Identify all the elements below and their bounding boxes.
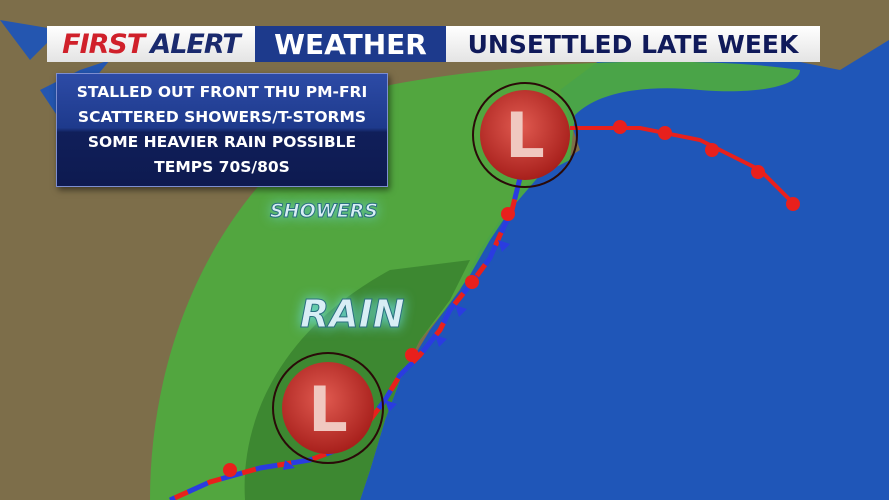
brand-weather: WEATHER <box>255 26 446 62</box>
brand-first: FIRST <box>62 28 145 60</box>
forecast-info-box: STALLED OUT FRONT THU PM-FRI SCATTERED S… <box>56 73 388 187</box>
info-line: TEMPS 70S/80S <box>154 158 290 176</box>
info-line: SCATTERED SHOWERS/T-STORMS <box>77 108 367 126</box>
svg-text:L: L <box>308 373 348 446</box>
stationary-front <box>168 177 523 500</box>
svg-text:L: L <box>505 99 545 172</box>
info-line: SOME HEAVIER RAIN POSSIBLE <box>87 133 357 151</box>
great-lakes <box>0 20 110 120</box>
first-alert-logo: FIRST ALERT <box>47 26 255 62</box>
rain-label: RAIN <box>300 292 406 337</box>
page-title: UNSETTLED LATE WEEK <box>446 26 820 62</box>
showers-label: SHOWERS <box>270 200 379 223</box>
info-line: STALLED OUT FRONT THU PM-FRI <box>76 83 368 101</box>
brand-alert: ALERT <box>150 28 241 60</box>
low-pressure-south: L <box>272 352 384 464</box>
low-pressure-north: L <box>472 82 578 188</box>
